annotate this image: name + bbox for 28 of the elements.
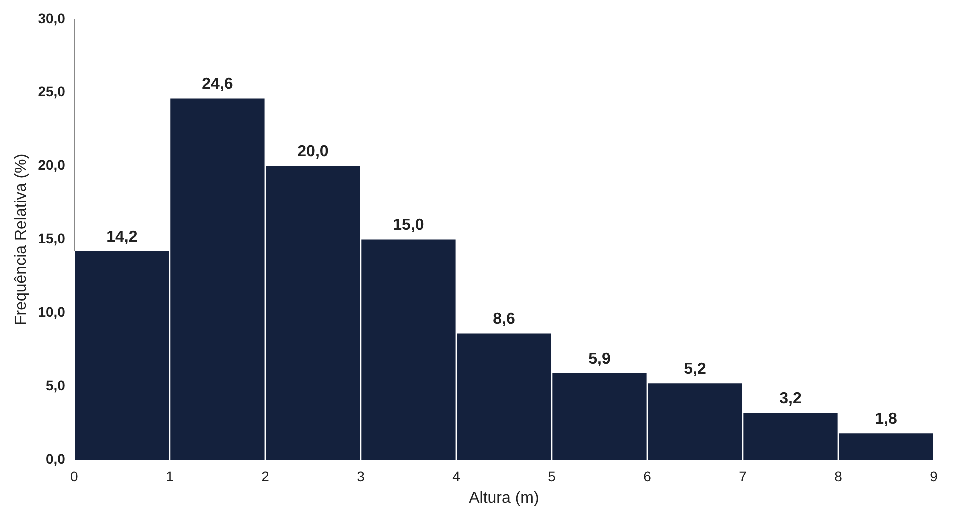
data-label: 8,6 [493, 311, 516, 328]
data-label: 5,9 [588, 350, 611, 368]
x-tick-label: 8 [834, 468, 843, 484]
y-tick-label: 10,0 [38, 304, 66, 320]
y-tick-label: 15,0 [38, 230, 66, 247]
data-label: 20,0 [298, 144, 329, 161]
x-tick-label: 0 [70, 468, 79, 484]
x-tick-label: 5 [548, 468, 556, 484]
x-axis-title: Altura (m) [469, 490, 540, 507]
x-tick-label: 3 [357, 468, 366, 484]
y-tick-label: 25,0 [38, 84, 66, 100]
data-label: 14,2 [106, 228, 138, 246]
data-label: 15,0 [393, 217, 424, 234]
y-tick-label: 30,0 [38, 10, 66, 26]
x-tick-label: 6 [644, 468, 652, 484]
x-tick-label: 4 [452, 468, 461, 484]
y-axis-title: Frequência Relativa (%) [13, 154, 30, 326]
y-tick-label: 0,0 [46, 450, 66, 467]
x-tick-label: 7 [739, 468, 748, 484]
x-tick-label: 2 [262, 468, 270, 484]
y-tick-label: 5,0 [46, 377, 66, 394]
x-tick-label: 1 [166, 468, 174, 484]
data-label: 5,2 [684, 361, 706, 378]
y-tick-label: 20,0 [38, 157, 66, 174]
data-label: 24,6 [202, 76, 234, 94]
data-label: 1,8 [875, 410, 898, 428]
x-tick-label: 9 [930, 468, 938, 484]
data-label: 3,2 [780, 390, 802, 408]
